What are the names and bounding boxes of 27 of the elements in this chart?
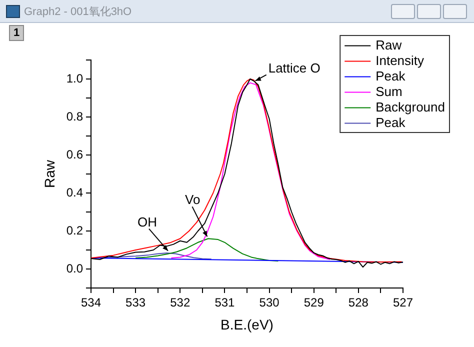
y-axis-title: Raw xyxy=(41,159,58,188)
y-tick-label: 1.0 xyxy=(66,71,84,86)
y-tick-label: 0.0 xyxy=(66,261,84,276)
x-tick-label: 528 xyxy=(348,296,369,310)
y-tick-label: 0.6 xyxy=(66,147,84,162)
x-tick-label: 529 xyxy=(304,296,324,310)
x-tick-label: 527 xyxy=(392,296,414,310)
x-tick-label: 533 xyxy=(126,296,146,310)
annotation: Lattice O xyxy=(268,60,320,76)
legend-label: Peak xyxy=(376,114,406,130)
legend-label: Peak xyxy=(376,68,406,84)
legend-label: Intensity xyxy=(376,52,425,68)
chart-title: Graph2 - 001氧化3hO xyxy=(24,5,132,19)
x-axis-title: B.E.(eV) xyxy=(220,316,274,332)
text: 1 xyxy=(9,25,24,41)
y-tick-label: 0.4 xyxy=(66,185,84,200)
x-tick-label: 530 xyxy=(259,296,280,310)
annotation: Vo xyxy=(185,192,200,208)
y-tick-label: 0.2 xyxy=(66,223,84,238)
legend-label: Sum xyxy=(376,84,402,99)
legend-label: Background xyxy=(376,99,446,114)
legend-label: Raw xyxy=(376,37,402,52)
x-tick-label: 532 xyxy=(170,296,190,310)
annotation: OH xyxy=(138,214,157,230)
x-tick-label: 531 xyxy=(214,296,236,310)
y-tick-label: 0.8 xyxy=(66,109,84,124)
x-tick-label: 534 xyxy=(80,296,102,310)
